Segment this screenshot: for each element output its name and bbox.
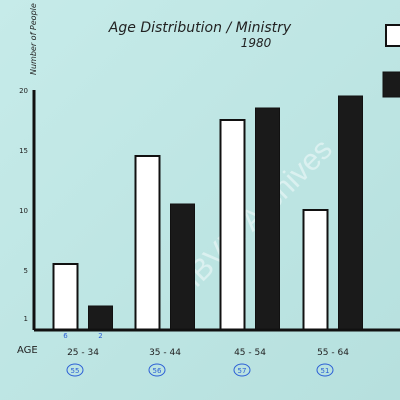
category-annotation: 51 <box>321 367 330 375</box>
bar-series2-4 <box>338 95 363 331</box>
bar-series1-4 <box>302 209 329 331</box>
category-annotation-circle <box>233 363 251 377</box>
bar-series2-2 <box>170 203 195 331</box>
x-tick-label: 55 - 64 <box>317 348 349 358</box>
y-tick-label: 10 <box>19 207 28 215</box>
category-annotation-circle <box>66 363 84 377</box>
legend-key-series1 <box>385 24 400 47</box>
bar-annotation: 6 <box>63 332 68 340</box>
category-annotation-circle <box>148 363 166 377</box>
bar-series1-2 <box>134 155 161 331</box>
x-tick-label: 25 - 34 <box>67 348 99 358</box>
x-tick-label: 35 - 44 <box>149 348 181 358</box>
y-tick-label: 15 <box>19 147 28 155</box>
y-tick-label: 5 <box>24 267 28 275</box>
y-tick-label: 1 <box>24 315 28 323</box>
category-annotation: 56 <box>153 367 162 375</box>
bar-series2-3 <box>255 107 280 331</box>
x-axis-label: AGE <box>17 345 38 356</box>
bar-series1-1 <box>52 263 79 331</box>
legend <box>382 24 400 98</box>
bar-annotation: 2 <box>98 332 102 340</box>
bar-series2-1 <box>88 305 113 331</box>
chart-subtitle: 1980 <box>241 36 272 50</box>
category-annotation: 55 <box>71 367 80 375</box>
y-axis-label: Number of People <box>29 3 38 75</box>
bar-series1-3 <box>219 119 246 331</box>
chart-title: Age Distribution / Ministry <box>108 20 292 36</box>
legend-key-series2 <box>382 71 400 98</box>
category-annotation-circle <box>316 363 334 377</box>
x-tick-label: 45 - 54 <box>234 348 266 358</box>
y-tick-label: 20 <box>19 87 28 95</box>
category-annotation: 57 <box>238 367 247 375</box>
